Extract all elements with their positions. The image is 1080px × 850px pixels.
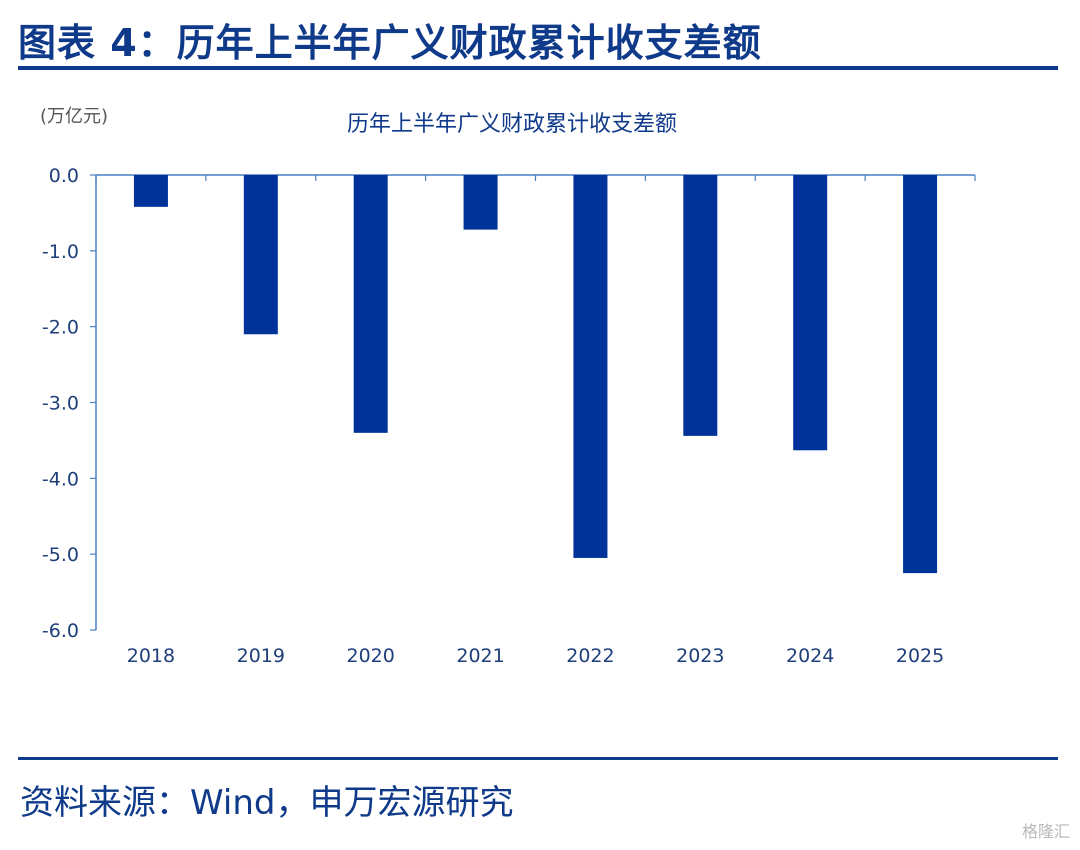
figure-title: 图表 4：历年上半年广义财政累计收支差额 xyxy=(18,21,762,65)
bar-2019 xyxy=(243,175,278,335)
bars xyxy=(133,175,938,574)
bar-2023 xyxy=(683,175,718,436)
x-tick-label: 2025 xyxy=(896,645,944,667)
x-tick-labels: 2018 2019 2020 2021 2022 2023 2024 2025 xyxy=(127,645,944,667)
x-tick-label: 2019 xyxy=(237,645,285,667)
bar-2024 xyxy=(793,175,828,451)
x-tick-label: 2022 xyxy=(566,645,614,667)
x-tick-label: 2023 xyxy=(676,645,724,667)
chart-title: 历年上半年广义财政累计收支差额 xyxy=(347,112,677,137)
x-tick-label: 2024 xyxy=(786,645,834,667)
x-tick-label: 2018 xyxy=(127,645,175,667)
bar-2018 xyxy=(133,175,168,207)
watermark-logo: 格隆汇 xyxy=(1021,822,1070,841)
y-tick-label: -5.0 xyxy=(42,544,79,566)
y-tick-label: -6.0 xyxy=(42,620,79,642)
source-note: 资料来源：Wind，申万宏源研究 xyxy=(20,783,514,823)
y-tick-labels: 0.0 -1.0 -2.0 -3.0 -4.0 -5.0 -6.0 xyxy=(42,165,79,642)
bar-2021 xyxy=(463,175,498,230)
y-tick-label: -4.0 xyxy=(42,468,79,490)
x-tick-label: 2020 xyxy=(347,645,395,667)
y-tick-label: 0.0 xyxy=(49,165,79,187)
bar-2025 xyxy=(903,175,938,574)
bar-2020 xyxy=(353,175,388,433)
axes xyxy=(90,174,976,631)
bar-2022 xyxy=(573,175,608,558)
y-tick-label: -3.0 xyxy=(42,393,79,415)
y-axis-unit-label: (万亿元) xyxy=(40,106,108,127)
x-tick-label: 2021 xyxy=(456,645,504,667)
footer-divider xyxy=(18,757,1058,760)
y-tick-label: -2.0 xyxy=(42,317,79,339)
y-tick-label: -1.0 xyxy=(42,241,79,263)
title-divider xyxy=(18,66,1058,70)
